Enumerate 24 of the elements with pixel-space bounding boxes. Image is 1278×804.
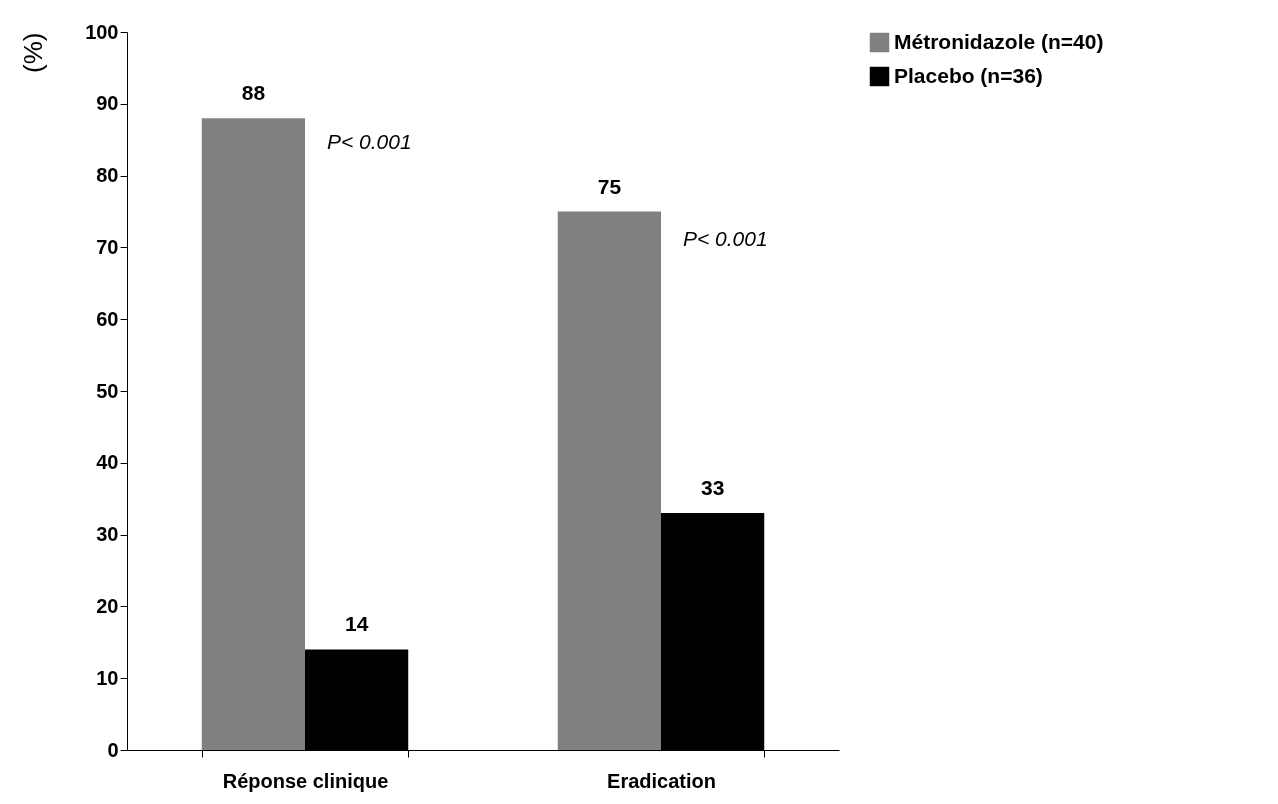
- y-tick-label: 90: [96, 92, 119, 115]
- data-label: 75: [597, 174, 622, 198]
- y-tick-label: 40: [96, 451, 119, 474]
- legend-label: Métronidazole (n=40): [894, 29, 1104, 53]
- y-tick-label: 80: [96, 164, 119, 187]
- y-tick-label: 0: [107, 738, 119, 761]
- bar: [201, 118, 305, 750]
- x-tick-label: Eradication: [607, 769, 716, 792]
- bar: [557, 211, 661, 750]
- x-tick-label: Réponse clinique: [222, 769, 389, 792]
- y-tick-label: 20: [96, 594, 119, 617]
- data-label: 33: [700, 476, 725, 500]
- legend-label: Placebo (n=36): [894, 63, 1043, 87]
- y-tick-label: 30: [96, 523, 119, 546]
- data-label: 14: [344, 612, 369, 636]
- y-tick-label: 10: [96, 666, 119, 689]
- annotation: P< 0.001: [327, 130, 412, 154]
- annotation: P< 0.001: [683, 227, 768, 251]
- y-tick-label: 50: [96, 379, 119, 402]
- y-tick-label: 100: [85, 20, 119, 43]
- y-tick-label: 60: [96, 307, 119, 330]
- data-label: 88: [241, 81, 266, 105]
- y-axis-title: (%): [18, 32, 49, 73]
- y-tick-label: 70: [96, 235, 119, 258]
